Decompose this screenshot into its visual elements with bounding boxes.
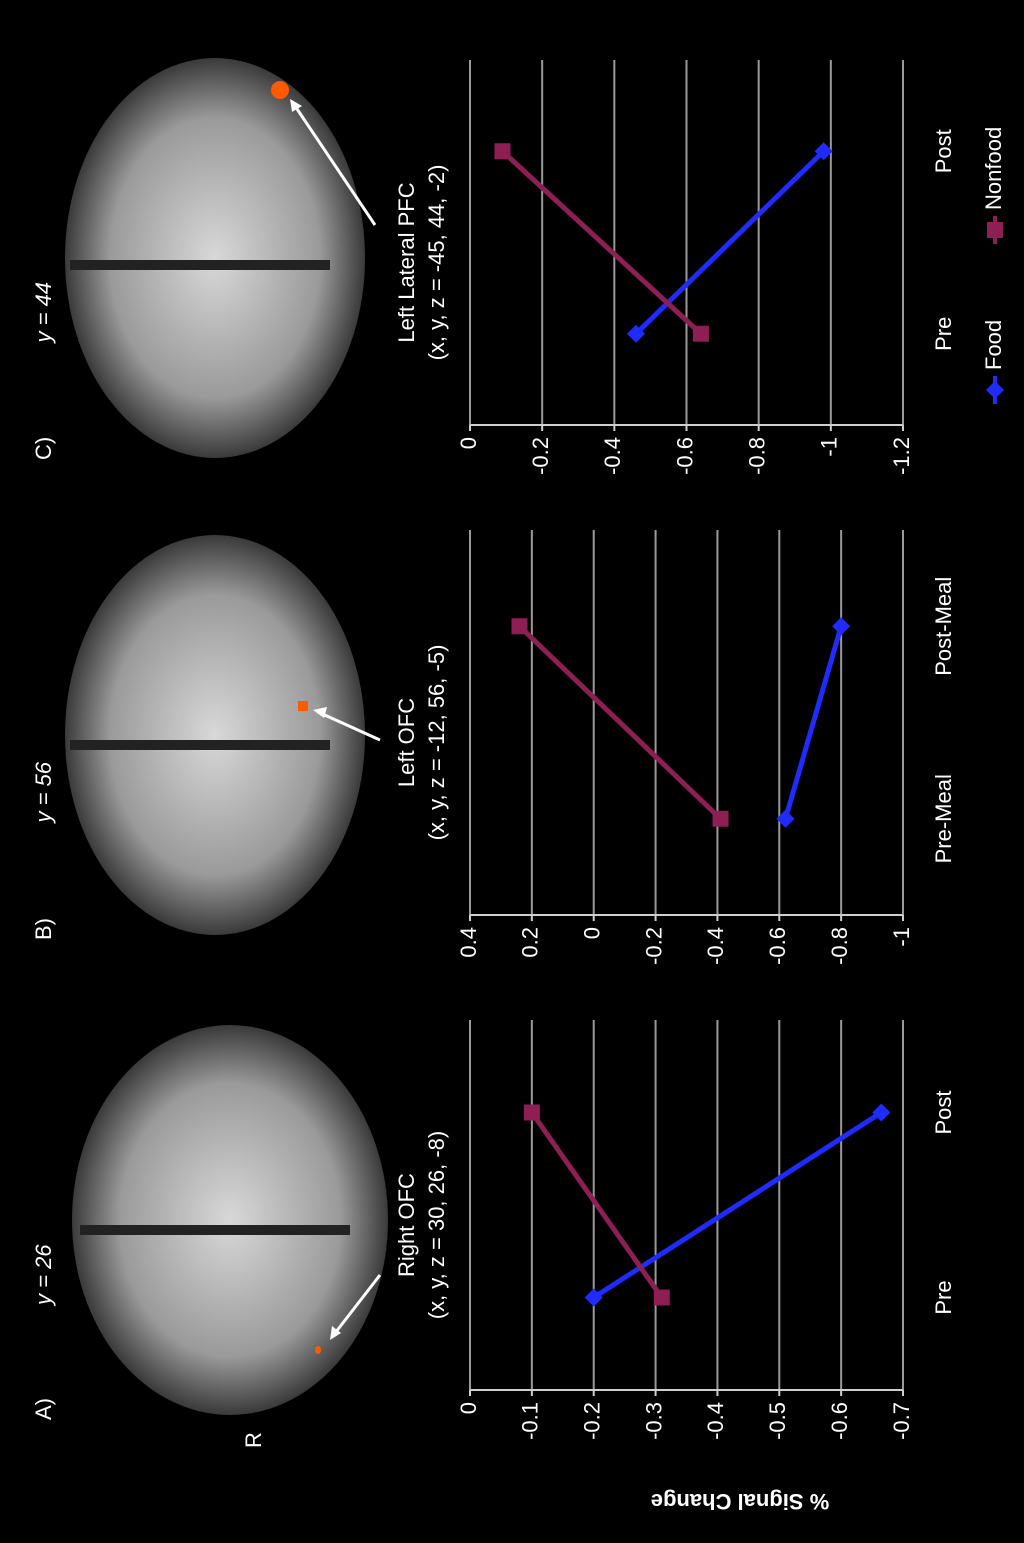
marker	[987, 222, 1003, 238]
y-tick-label: 0.4	[456, 927, 481, 958]
panel-label: C)	[31, 437, 56, 460]
legend-label: Nonfood	[981, 127, 1006, 210]
y-tick-label: -0.6	[765, 927, 790, 965]
y-tick-label: 0	[580, 927, 605, 939]
y-tick-label: -0.8	[744, 437, 769, 475]
slice-label: y = 26	[31, 1244, 56, 1307]
y-tick-label: 0	[456, 437, 481, 449]
chart-title: Right OFC	[394, 1173, 419, 1277]
chart-subtitle: (x, y, z = 30, 26, -8)	[424, 1131, 449, 1320]
x-tick-label: Post	[931, 1090, 956, 1134]
y-tick-label: -1	[817, 437, 842, 457]
marker	[713, 811, 729, 827]
panel-label: A)	[31, 1398, 56, 1420]
y-tick-label: -0.5	[765, 1402, 790, 1440]
y-tick-label: -0.8	[827, 927, 852, 965]
x-tick-label: Pre	[931, 1280, 956, 1314]
y-tick-label: -0.2	[580, 1402, 605, 1440]
y-tick-label: -0.2	[641, 927, 666, 965]
x-tick-label: Pre	[931, 317, 956, 351]
y-tick-label: -1	[889, 927, 914, 947]
brain-a	[72, 1025, 388, 1415]
legend-label: Food	[981, 320, 1006, 370]
y-tick-label: 0	[456, 1402, 481, 1414]
chart-subtitle: (x, y, z = -45, 44, -2)	[424, 165, 449, 361]
x-tick-label: Post	[931, 129, 956, 173]
panel-label: B)	[31, 918, 56, 940]
y-tick-label: -0.4	[703, 1402, 728, 1440]
chart-title: Left Lateral PFC	[394, 182, 419, 342]
y-tick-label: -0.3	[641, 1402, 666, 1440]
chart-title: Left OFC	[394, 698, 419, 787]
y-tick-label: -1.2	[889, 437, 914, 475]
marker	[693, 326, 709, 342]
y-tick-label: -0.4	[600, 437, 625, 475]
y-tick-label: -0.2	[528, 437, 553, 475]
y-tick-label: -0.1	[518, 1402, 543, 1440]
marker	[524, 1105, 540, 1121]
slice-label: y = 56	[31, 761, 56, 824]
figure: A) y = 26 Right OFC(x, y, z = 30, 26, -8) R…	[0, 0, 1024, 1543]
y-tick-label: -0.6	[827, 1402, 852, 1440]
y-axis-label: % Signal Change	[651, 1489, 829, 1514]
y-tick-label: -0.7	[889, 1402, 914, 1440]
marker	[494, 143, 510, 159]
marker	[511, 618, 527, 634]
y-tick-label: 0.2	[518, 927, 543, 958]
annotation: R	[241, 1432, 266, 1448]
marker	[654, 1290, 670, 1306]
y-tick-label: -0.6	[672, 437, 697, 475]
slice-label: y = 44	[31, 282, 56, 345]
chart-subtitle: (x, y, z = -12, 56, -5)	[424, 645, 449, 841]
x-tick-label: Pre-Meal	[931, 774, 956, 863]
y-tick-label: -0.4	[703, 927, 728, 965]
x-tick-label: Post-Meal	[931, 577, 956, 676]
